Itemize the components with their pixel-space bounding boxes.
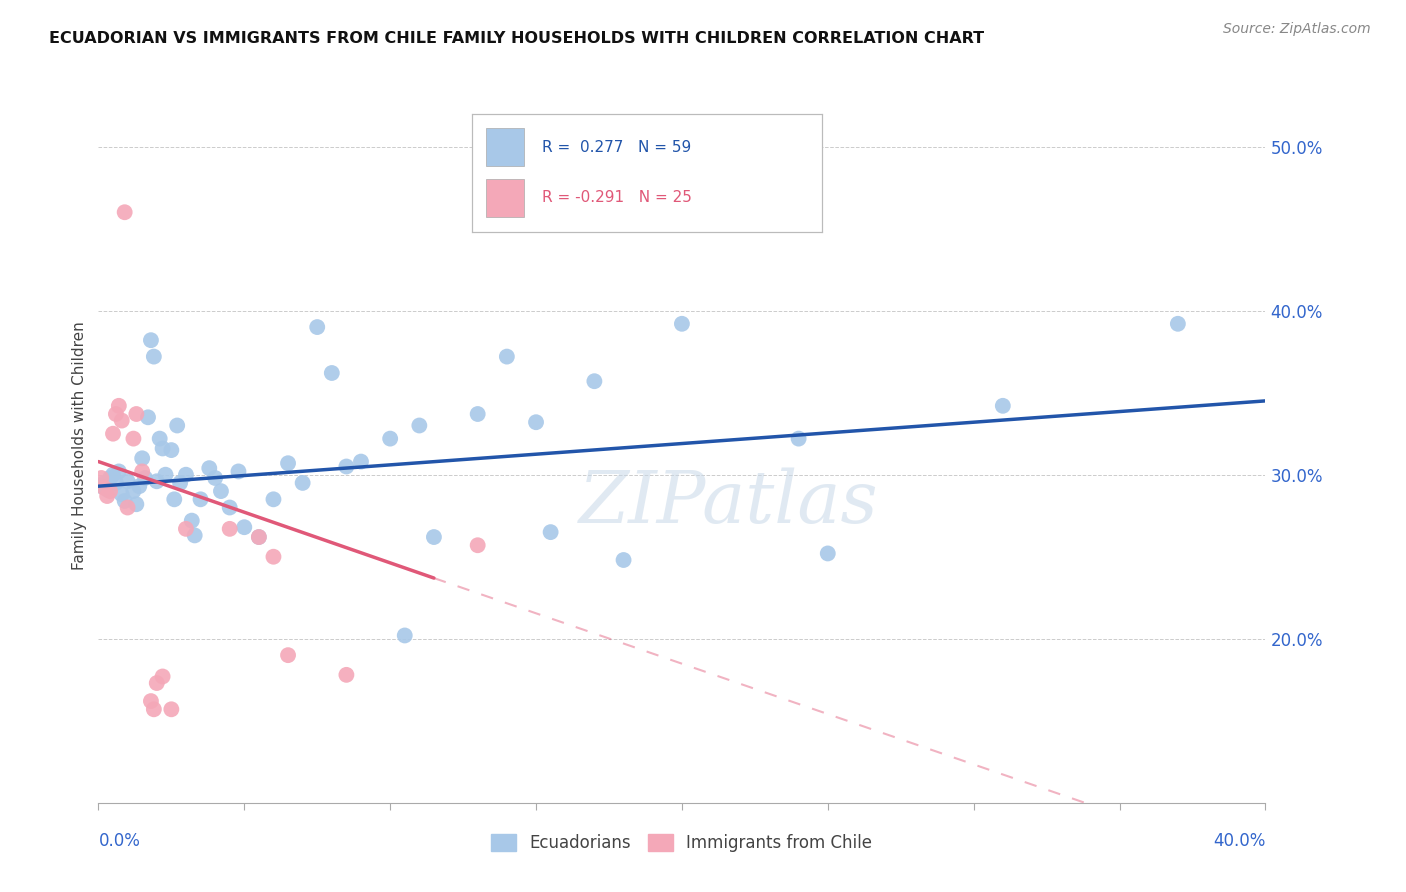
Point — [262, 549, 284, 564]
Point — [496, 350, 519, 364]
Point — [114, 494, 136, 508]
Point — [394, 628, 416, 642]
Text: Source: ZipAtlas.com: Source: ZipAtlas.com — [1223, 22, 1371, 37]
Point — [671, 317, 693, 331]
Point — [163, 492, 186, 507]
Point — [160, 443, 183, 458]
Point — [277, 648, 299, 662]
Point — [335, 668, 357, 682]
Point — [160, 702, 183, 716]
Point — [104, 407, 127, 421]
Point — [183, 528, 205, 542]
Point — [111, 413, 134, 427]
Point — [467, 538, 489, 552]
Point — [335, 459, 357, 474]
Point — [787, 432, 810, 446]
Point — [524, 415, 547, 429]
Point — [146, 676, 169, 690]
Point — [134, 471, 156, 485]
Point — [128, 479, 150, 493]
Point — [98, 484, 121, 499]
Point — [122, 432, 145, 446]
Point — [209, 484, 232, 499]
Point — [380, 432, 402, 446]
Point — [247, 530, 270, 544]
Point — [149, 432, 172, 446]
Point — [125, 407, 148, 421]
Point — [152, 669, 174, 683]
Point — [142, 350, 165, 364]
Point — [169, 475, 191, 490]
Text: 40.0%: 40.0% — [1213, 832, 1265, 850]
Point — [111, 487, 134, 501]
Point — [93, 475, 115, 490]
Point — [174, 467, 197, 482]
Point — [218, 522, 240, 536]
Text: ZIPatlas: ZIPatlas — [579, 467, 879, 539]
Point — [291, 475, 314, 490]
Point — [1167, 317, 1189, 331]
Point — [204, 471, 226, 485]
Point — [101, 426, 124, 441]
Point — [125, 497, 148, 511]
Point — [991, 399, 1014, 413]
Point — [228, 465, 250, 479]
Point — [262, 492, 284, 507]
Point — [96, 483, 118, 497]
Point — [408, 418, 430, 433]
Legend: Ecuadorians, Immigrants from Chile: Ecuadorians, Immigrants from Chile — [485, 827, 879, 859]
Point — [101, 467, 124, 482]
Point — [96, 489, 118, 503]
Point — [90, 471, 112, 485]
Point — [155, 467, 177, 482]
Point — [307, 320, 329, 334]
Point — [104, 475, 127, 490]
Point — [166, 418, 188, 433]
Y-axis label: Family Households with Children: Family Households with Children — [72, 322, 87, 570]
Point — [139, 694, 162, 708]
Point — [131, 451, 153, 466]
Text: ECUADORIAN VS IMMIGRANTS FROM CHILE FAMILY HOUSEHOLDS WITH CHILDREN CORRELATION : ECUADORIAN VS IMMIGRANTS FROM CHILE FAMI… — [49, 31, 984, 46]
Point — [583, 374, 606, 388]
Point — [98, 471, 121, 485]
Point — [423, 530, 446, 544]
Point — [277, 456, 299, 470]
Point — [247, 530, 270, 544]
Point — [108, 465, 131, 479]
Point — [142, 702, 165, 716]
Point — [467, 407, 489, 421]
Point — [136, 410, 159, 425]
Point — [117, 500, 139, 515]
Point — [233, 520, 256, 534]
Point — [108, 399, 131, 413]
Point — [198, 461, 221, 475]
Point — [146, 475, 169, 489]
Point — [612, 553, 634, 567]
Point — [131, 465, 153, 479]
Point — [93, 481, 115, 495]
Point — [321, 366, 343, 380]
Point — [350, 454, 373, 468]
Point — [174, 522, 197, 536]
Point — [117, 475, 139, 489]
Point — [218, 500, 240, 515]
Point — [540, 525, 562, 540]
Point — [139, 333, 162, 347]
Point — [90, 479, 112, 493]
Point — [180, 514, 202, 528]
Point — [122, 484, 145, 499]
Point — [190, 492, 212, 507]
Point — [114, 205, 136, 219]
Point — [152, 442, 174, 456]
Point — [817, 546, 839, 560]
Text: 0.0%: 0.0% — [98, 832, 141, 850]
